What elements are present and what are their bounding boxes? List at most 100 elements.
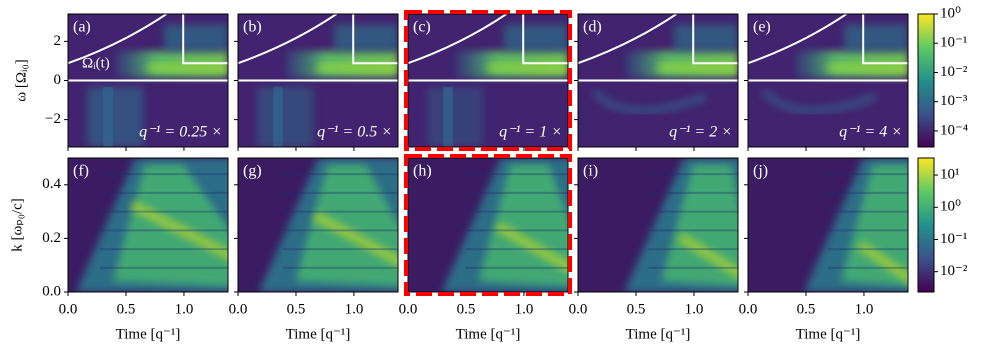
y-tick-label: 0.0 [42,283,61,299]
colorbar-tick-label: 10⁻¹ [940,231,967,247]
panel-label: (e) [753,19,771,36]
x-tick-label: 0.0 [569,301,588,317]
x-tick-label: 1.0 [345,301,364,317]
panel-annotation: q⁻¹ = 0.5 × [317,124,392,141]
panel-label: (d) [583,19,602,36]
y-tick-label: 0 [54,72,62,88]
heatmap [68,158,228,292]
heatmap [408,158,568,292]
heatmap-streak [273,87,283,147]
x-tick-label: 0.5 [117,301,136,317]
x-axis-label: Time [q⁻¹] [286,326,351,342]
frame [237,157,399,293]
cutoff-line [862,14,908,65]
heatmap-core [148,63,228,73]
x-tick-label: 1.0 [175,301,194,317]
heatmap-core [658,63,738,73]
omega-curve [408,14,509,65]
x-tick-label: 0.0 [229,301,248,317]
colorbar-tick-label: 10⁻¹ [940,35,967,51]
y-tick-label: 0.2 [42,230,61,246]
heatmap-band [840,164,908,287]
heatmap-upper [844,24,908,52]
panel-annotation: q⁻¹ = 2 × [669,124,732,141]
y-tick-label: 2 [54,33,62,49]
x-axis-label: Time [q⁻¹] [626,326,691,342]
heatmap-upper [164,24,228,52]
x-axis-label: Time [q⁻¹] [456,326,521,342]
heatmap-upper [674,24,738,52]
heatmap [238,14,398,147]
panel-label: (f) [73,163,89,180]
heatmap-streak [257,87,314,147]
cutoff-line [352,14,398,65]
heatmap-streak [87,87,144,147]
heatmap-ridge [495,222,568,273]
omega-curve [578,14,679,65]
x-axis-label: Time [q⁻¹] [116,326,181,342]
highlight-border [404,10,572,151]
panel-annotation: q⁻¹ = 1 × [499,124,562,141]
x-tick-label: 0.5 [287,301,306,317]
heatmap [748,14,908,147]
heatmap-streak [103,87,113,147]
frame [577,157,739,293]
panel-annotation: q⁻¹ = 4 × [839,124,902,141]
x-tick-label: 0.0 [399,301,418,317]
omega-curve [68,14,169,65]
x-tick-label: 0.0 [739,301,758,317]
heatmap [578,14,738,147]
panel-label: (h) [413,163,432,180]
heatmap-core [318,63,398,73]
panel-label: (i) [583,163,598,180]
frame [67,157,229,293]
x-tick-label: 1.0 [685,301,704,317]
colorbar [917,157,935,293]
heatmap [68,14,228,147]
x-tick-label: 0.5 [627,301,646,317]
heatmap-band [295,164,398,287]
heatmap [578,158,738,292]
heatmap-streak [591,88,708,115]
heatmap [238,158,398,292]
cutoff-line [522,14,568,65]
panel-label: (g) [243,163,262,180]
heatmap-ridge [857,240,908,284]
colorbar-tick-label: 10⁻⁴ [940,122,968,138]
heatmap [408,14,568,147]
heatmap [748,158,908,292]
colorbar [917,13,935,148]
heatmap-streak [761,88,878,115]
heatmap-ridge [129,200,228,261]
y-tick-label: −2 [45,111,61,127]
colorbar-tick-label: 10⁻³ [940,93,968,109]
heatmap-upper [334,24,398,52]
x-tick-label: 0.0 [59,301,78,317]
frame [747,157,909,293]
y-axis-label: ω [Ωᵢ₀] [13,59,29,101]
highlight-border [404,154,572,296]
colorbar-tick-label: 10⁰ [940,199,961,215]
y-axis-label: k [ωₚ₀/c] [9,198,25,252]
y-tick-label: 0.4 [42,176,61,192]
colorbar-tick-label: 10⁻² [940,64,968,80]
colorbar-tick-label: 10¹ [940,167,960,183]
x-tick-label: 0.5 [457,301,476,317]
heatmap-streak [443,87,453,147]
omega-curve [238,14,339,65]
panel-label: (c) [413,19,431,36]
panel-label: (b) [243,19,262,36]
x-axis-label: Time [q⁻¹] [796,326,861,342]
heatmap-upper [504,24,568,52]
cutoff-line [182,14,228,65]
panel-annotation: q⁻¹ = 0.25 × [139,124,222,141]
colorbar-tick-label: 10⁰ [940,5,961,21]
x-tick-label: 0.5 [797,301,816,317]
heatmap-core [488,63,568,73]
panel-label: (j) [753,163,768,180]
heatmap-ridge [677,232,738,279]
cutoff-line [692,14,738,65]
x-tick-label: 1.0 [855,301,874,317]
heatmap-streak [427,87,484,147]
